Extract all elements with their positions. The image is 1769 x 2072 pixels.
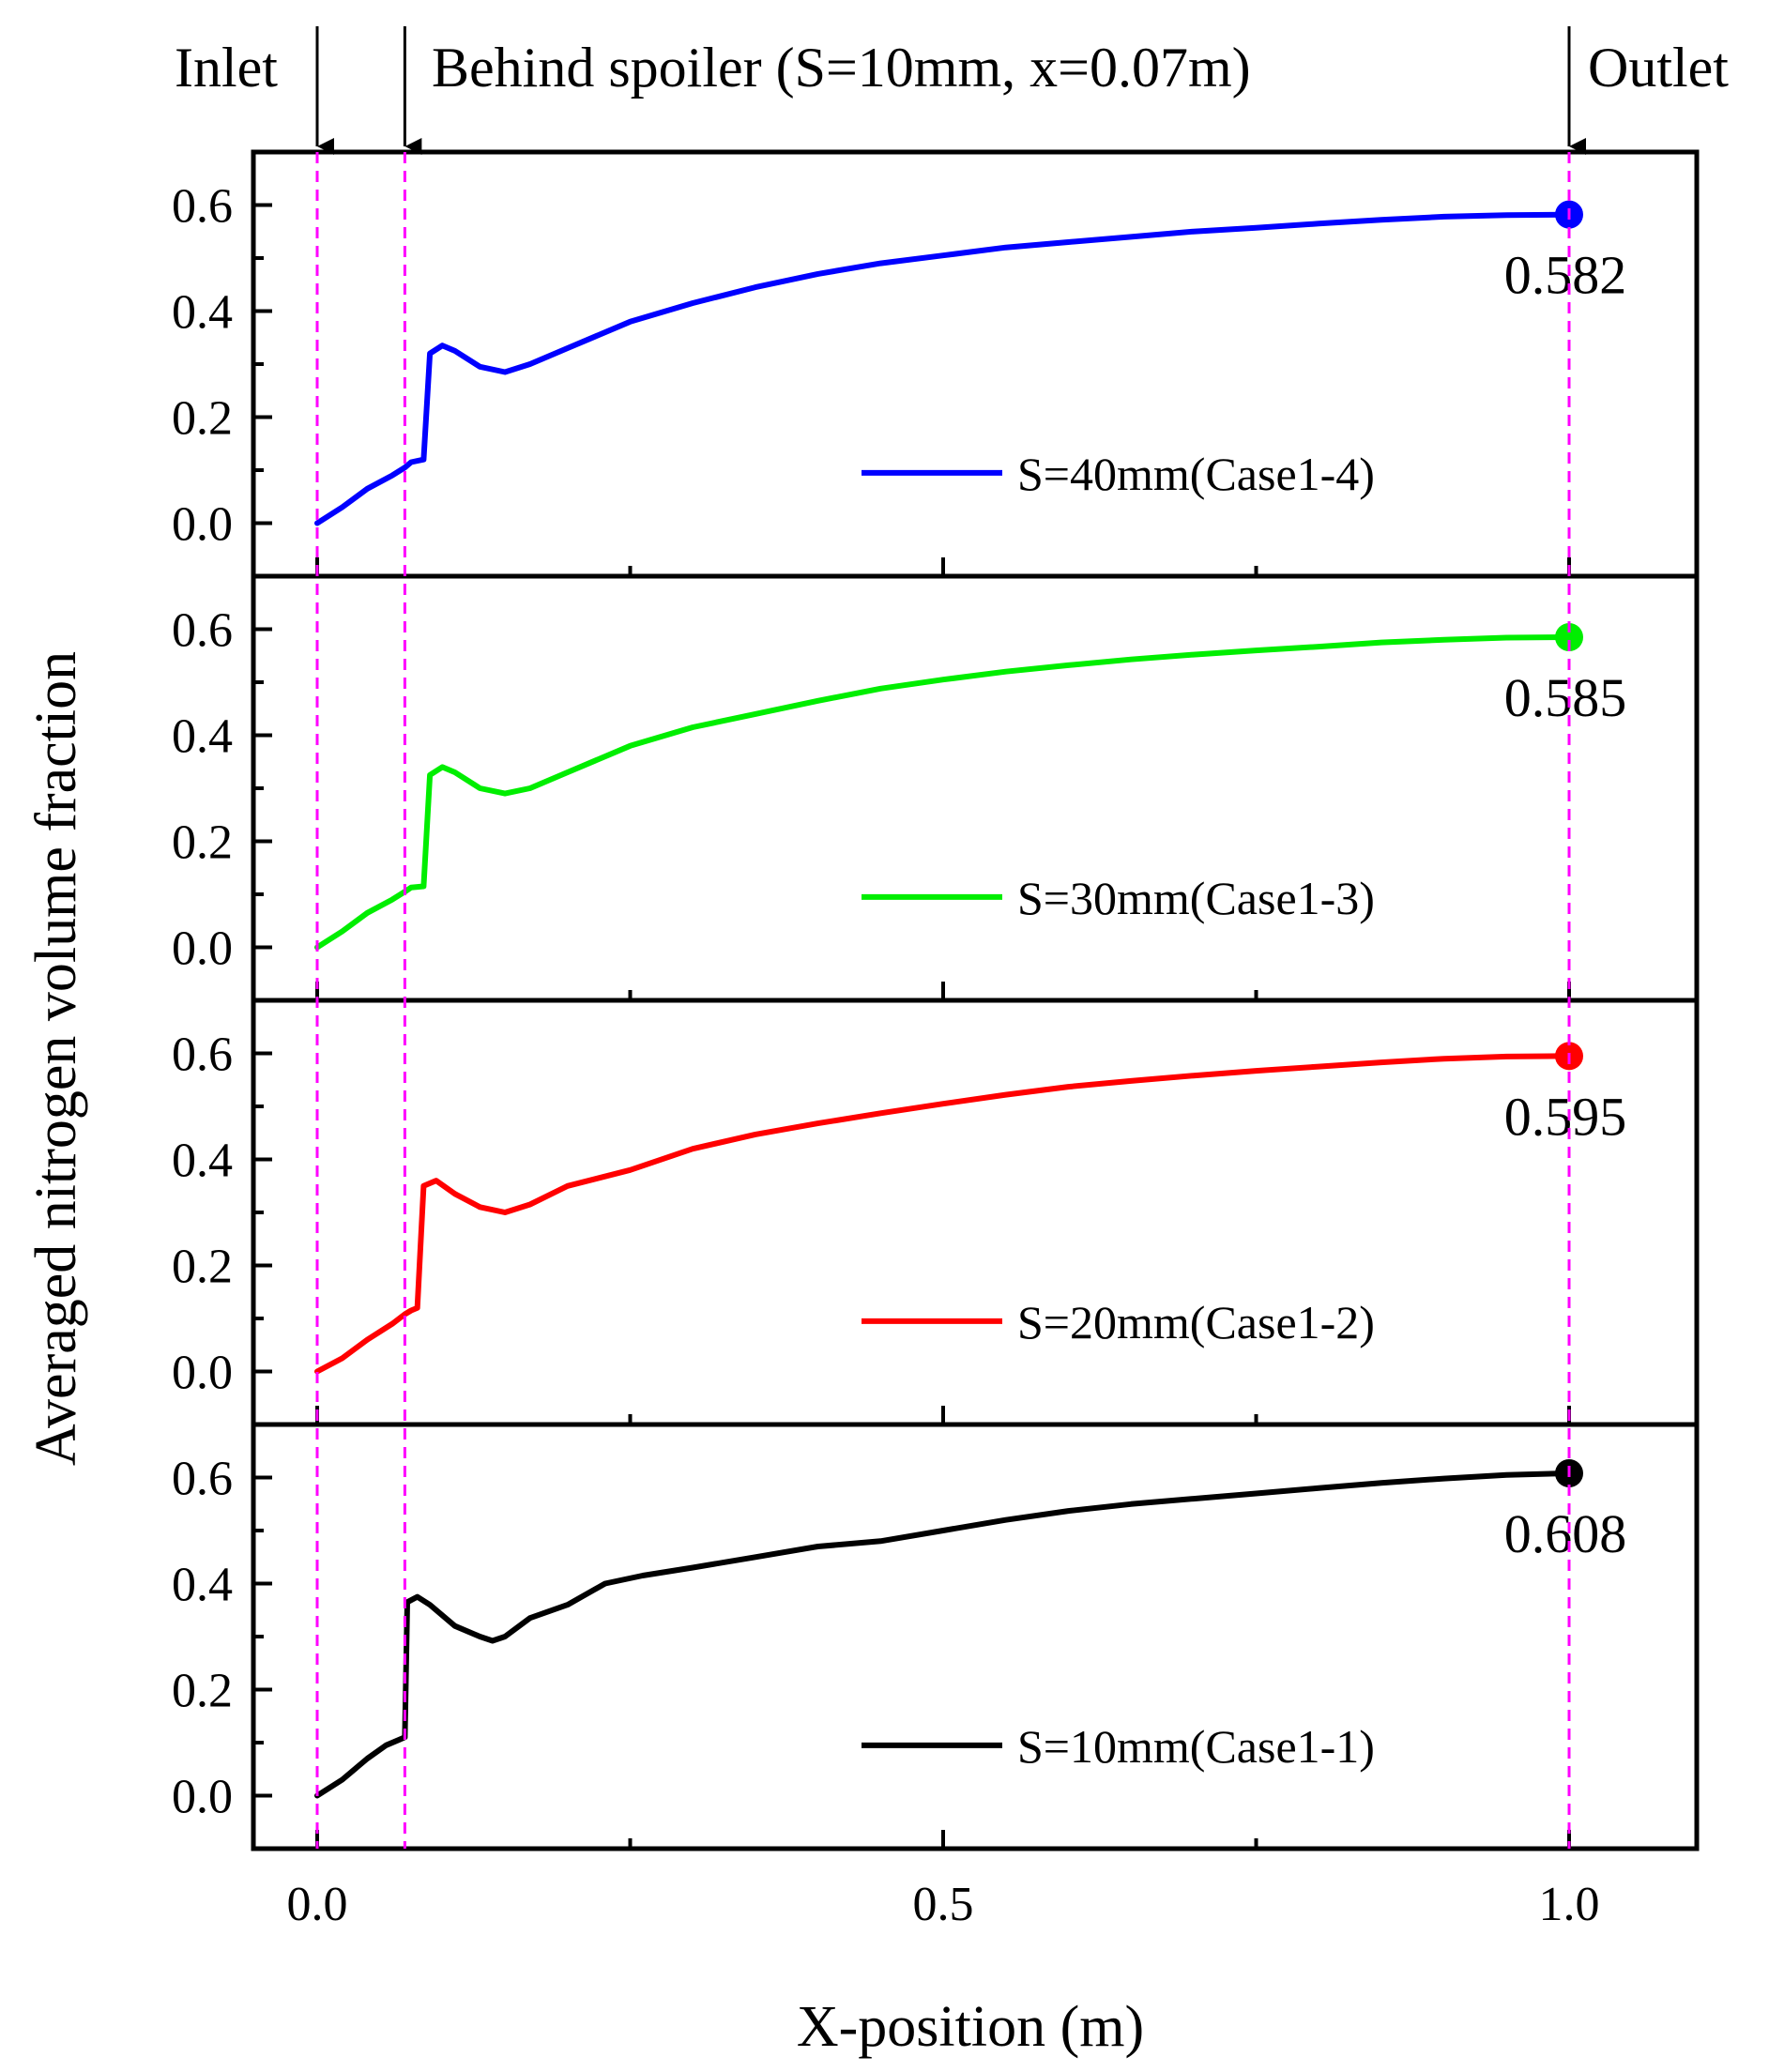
y-tick-label: 0.4 bbox=[172, 286, 233, 340]
x-tick-label: 0.0 bbox=[287, 1878, 348, 1931]
end-value-label: 0.582 bbox=[1504, 245, 1627, 306]
legend-entry: S=10mm(Case1-1) bbox=[1017, 1720, 1375, 1773]
annotations: Inlet Behind spoiler (S=10mm, x=0.07m) O… bbox=[175, 37, 1729, 99]
outlet-label: Outlet bbox=[1588, 37, 1729, 99]
y-tick-label: 0.0 bbox=[172, 498, 233, 552]
spoiler-annotation-label: Behind spoiler (S=10mm, x=0.07m) bbox=[432, 37, 1251, 99]
y-tick-label: 0.6 bbox=[172, 1453, 233, 1506]
y-tick-label: 0.6 bbox=[172, 1028, 233, 1082]
legend-entry: S=20mm(Case1-2) bbox=[1017, 1296, 1375, 1348]
y-tick-label: 0.6 bbox=[172, 180, 233, 234]
panel-frame bbox=[251, 1422, 1700, 1851]
end-marker bbox=[1555, 622, 1583, 651]
legend-entry: S=40mm(Case1-4) bbox=[1017, 448, 1375, 500]
panel-4: 0.0 0.2 0.4 0.6 0.608 S=10mm(Case1-1) bbox=[172, 1422, 1700, 1851]
inlet-label: Inlet bbox=[175, 37, 278, 99]
y-tick-label: 0.2 bbox=[172, 1665, 233, 1718]
panels: 0.00.20.40.60.582S=40mm(Case1-4)0.00.20.… bbox=[172, 149, 1700, 1851]
panel-3: 0.0 0.2 0.4 0.6 0.595 S=20mm(Case1-2) bbox=[172, 998, 1700, 1427]
end-value-label: 0.595 bbox=[1504, 1086, 1627, 1147]
y-tick-label: 0.4 bbox=[172, 1559, 233, 1612]
y-tick-label: 0.0 bbox=[172, 1771, 233, 1824]
panel-frame bbox=[251, 998, 1700, 1427]
x-tick-label: 0.5 bbox=[913, 1878, 974, 1931]
y-tick-label: 0.6 bbox=[172, 604, 233, 658]
y-tick-label: 0.2 bbox=[172, 816, 233, 870]
series-line bbox=[314, 211, 1572, 526]
legend-entry: S=30mm(Case1-3) bbox=[1017, 872, 1375, 924]
series-line bbox=[314, 634, 1572, 951]
x-axis-title: X-position (m) bbox=[797, 1995, 1144, 2059]
y-tick-label: 0.0 bbox=[172, 922, 233, 976]
y-tick-label: 0.4 bbox=[172, 1135, 233, 1188]
y-tick-label: 0.2 bbox=[172, 392, 233, 446]
end-value-label: 0.585 bbox=[1504, 667, 1627, 728]
panel-2: 0.0 0.2 0.4 0.6 0.585 S=30mm(Case1-3) bbox=[172, 573, 1700, 1003]
annotation-arrows bbox=[315, 26, 1586, 155]
end-value-label: 0.608 bbox=[1504, 1503, 1627, 1564]
series-line bbox=[314, 1053, 1572, 1375]
reference-lines bbox=[315, 152, 1571, 1849]
y-tick-label: 0.4 bbox=[172, 710, 233, 764]
x-axis: 0.0 0.5 1.0 bbox=[287, 1878, 1600, 1931]
y-axis-title: Averaged nitrogen volume fraction bbox=[24, 651, 88, 1466]
y-tick-label: 0.2 bbox=[172, 1241, 233, 1294]
x-tick-label: 1.0 bbox=[1539, 1878, 1600, 1931]
y-tick-label: 0.0 bbox=[172, 1347, 233, 1400]
panel-1: 0.0 0.2 0.4 0.6 0.582 S=40mm(Case1-4) bbox=[172, 149, 1700, 579]
